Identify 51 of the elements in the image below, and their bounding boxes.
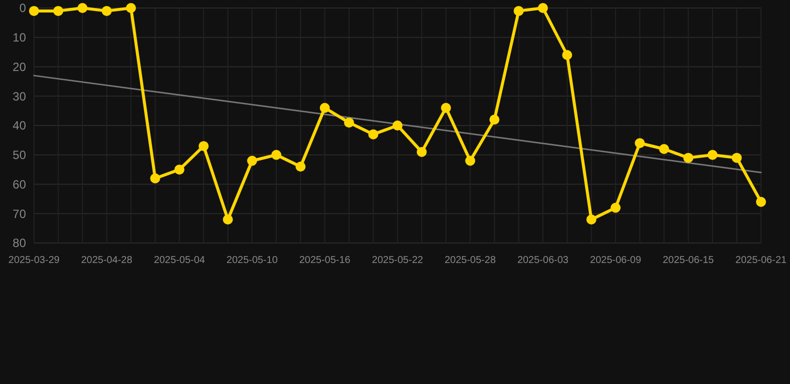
point — [392, 120, 402, 130]
point — [247, 156, 258, 166]
point — [174, 164, 184, 175]
point — [29, 6, 39, 16]
point — [683, 152, 694, 163]
y-tick-label: 80 — [12, 236, 26, 250]
y-tick-label: 0 — [19, 1, 26, 16]
point — [222, 214, 233, 224]
x-tick-label: 2025-03-29 — [8, 255, 60, 266]
y-tick-label: 70 — [12, 206, 26, 221]
point — [126, 3, 136, 13]
point — [562, 50, 572, 60]
point — [150, 173, 160, 184]
x-tick-label: 2025-04-28 — [81, 255, 133, 266]
point — [102, 6, 112, 16]
point — [586, 214, 596, 224]
y-tick-label: 40 — [12, 118, 26, 133]
point — [659, 144, 670, 154]
point — [465, 156, 476, 166]
y-tick-label: 10 — [12, 30, 26, 45]
point — [344, 118, 354, 128]
point — [708, 150, 718, 160]
point — [610, 202, 621, 213]
point — [634, 138, 645, 148]
point — [271, 150, 282, 160]
y-tick-label: 50 — [12, 148, 26, 162]
point — [489, 114, 500, 125]
point — [756, 196, 766, 207]
y-tick-label: 60 — [12, 177, 26, 192]
point — [440, 102, 451, 113]
x-tick-label: 2025-05-10 — [226, 255, 278, 266]
x-tick-label: 2025-05-28 — [444, 255, 496, 266]
point — [368, 129, 378, 140]
x-tick-label: 2025-06-15 — [662, 255, 714, 266]
point — [198, 141, 209, 152]
x-tick-label: 2025-05-22 — [372, 255, 424, 266]
y-tick-label: 30 — [12, 89, 26, 104]
point — [732, 152, 742, 163]
x-tick-label: 2025-06-09 — [590, 255, 642, 266]
point — [320, 102, 330, 113]
point — [296, 162, 306, 172]
point — [538, 3, 548, 13]
x-tick-label: 2025-05-16 — [299, 255, 351, 266]
x-tick-label: 2025-05-04 — [154, 255, 206, 266]
x-tick-label: 2025-06-03 — [517, 255, 569, 266]
y-tick-label: 20 — [12, 60, 26, 74]
x-tick-label: 2025-06-21 — [735, 255, 788, 266]
point — [416, 146, 427, 157]
point — [53, 6, 64, 16]
point — [77, 3, 88, 13]
point — [514, 6, 524, 16]
